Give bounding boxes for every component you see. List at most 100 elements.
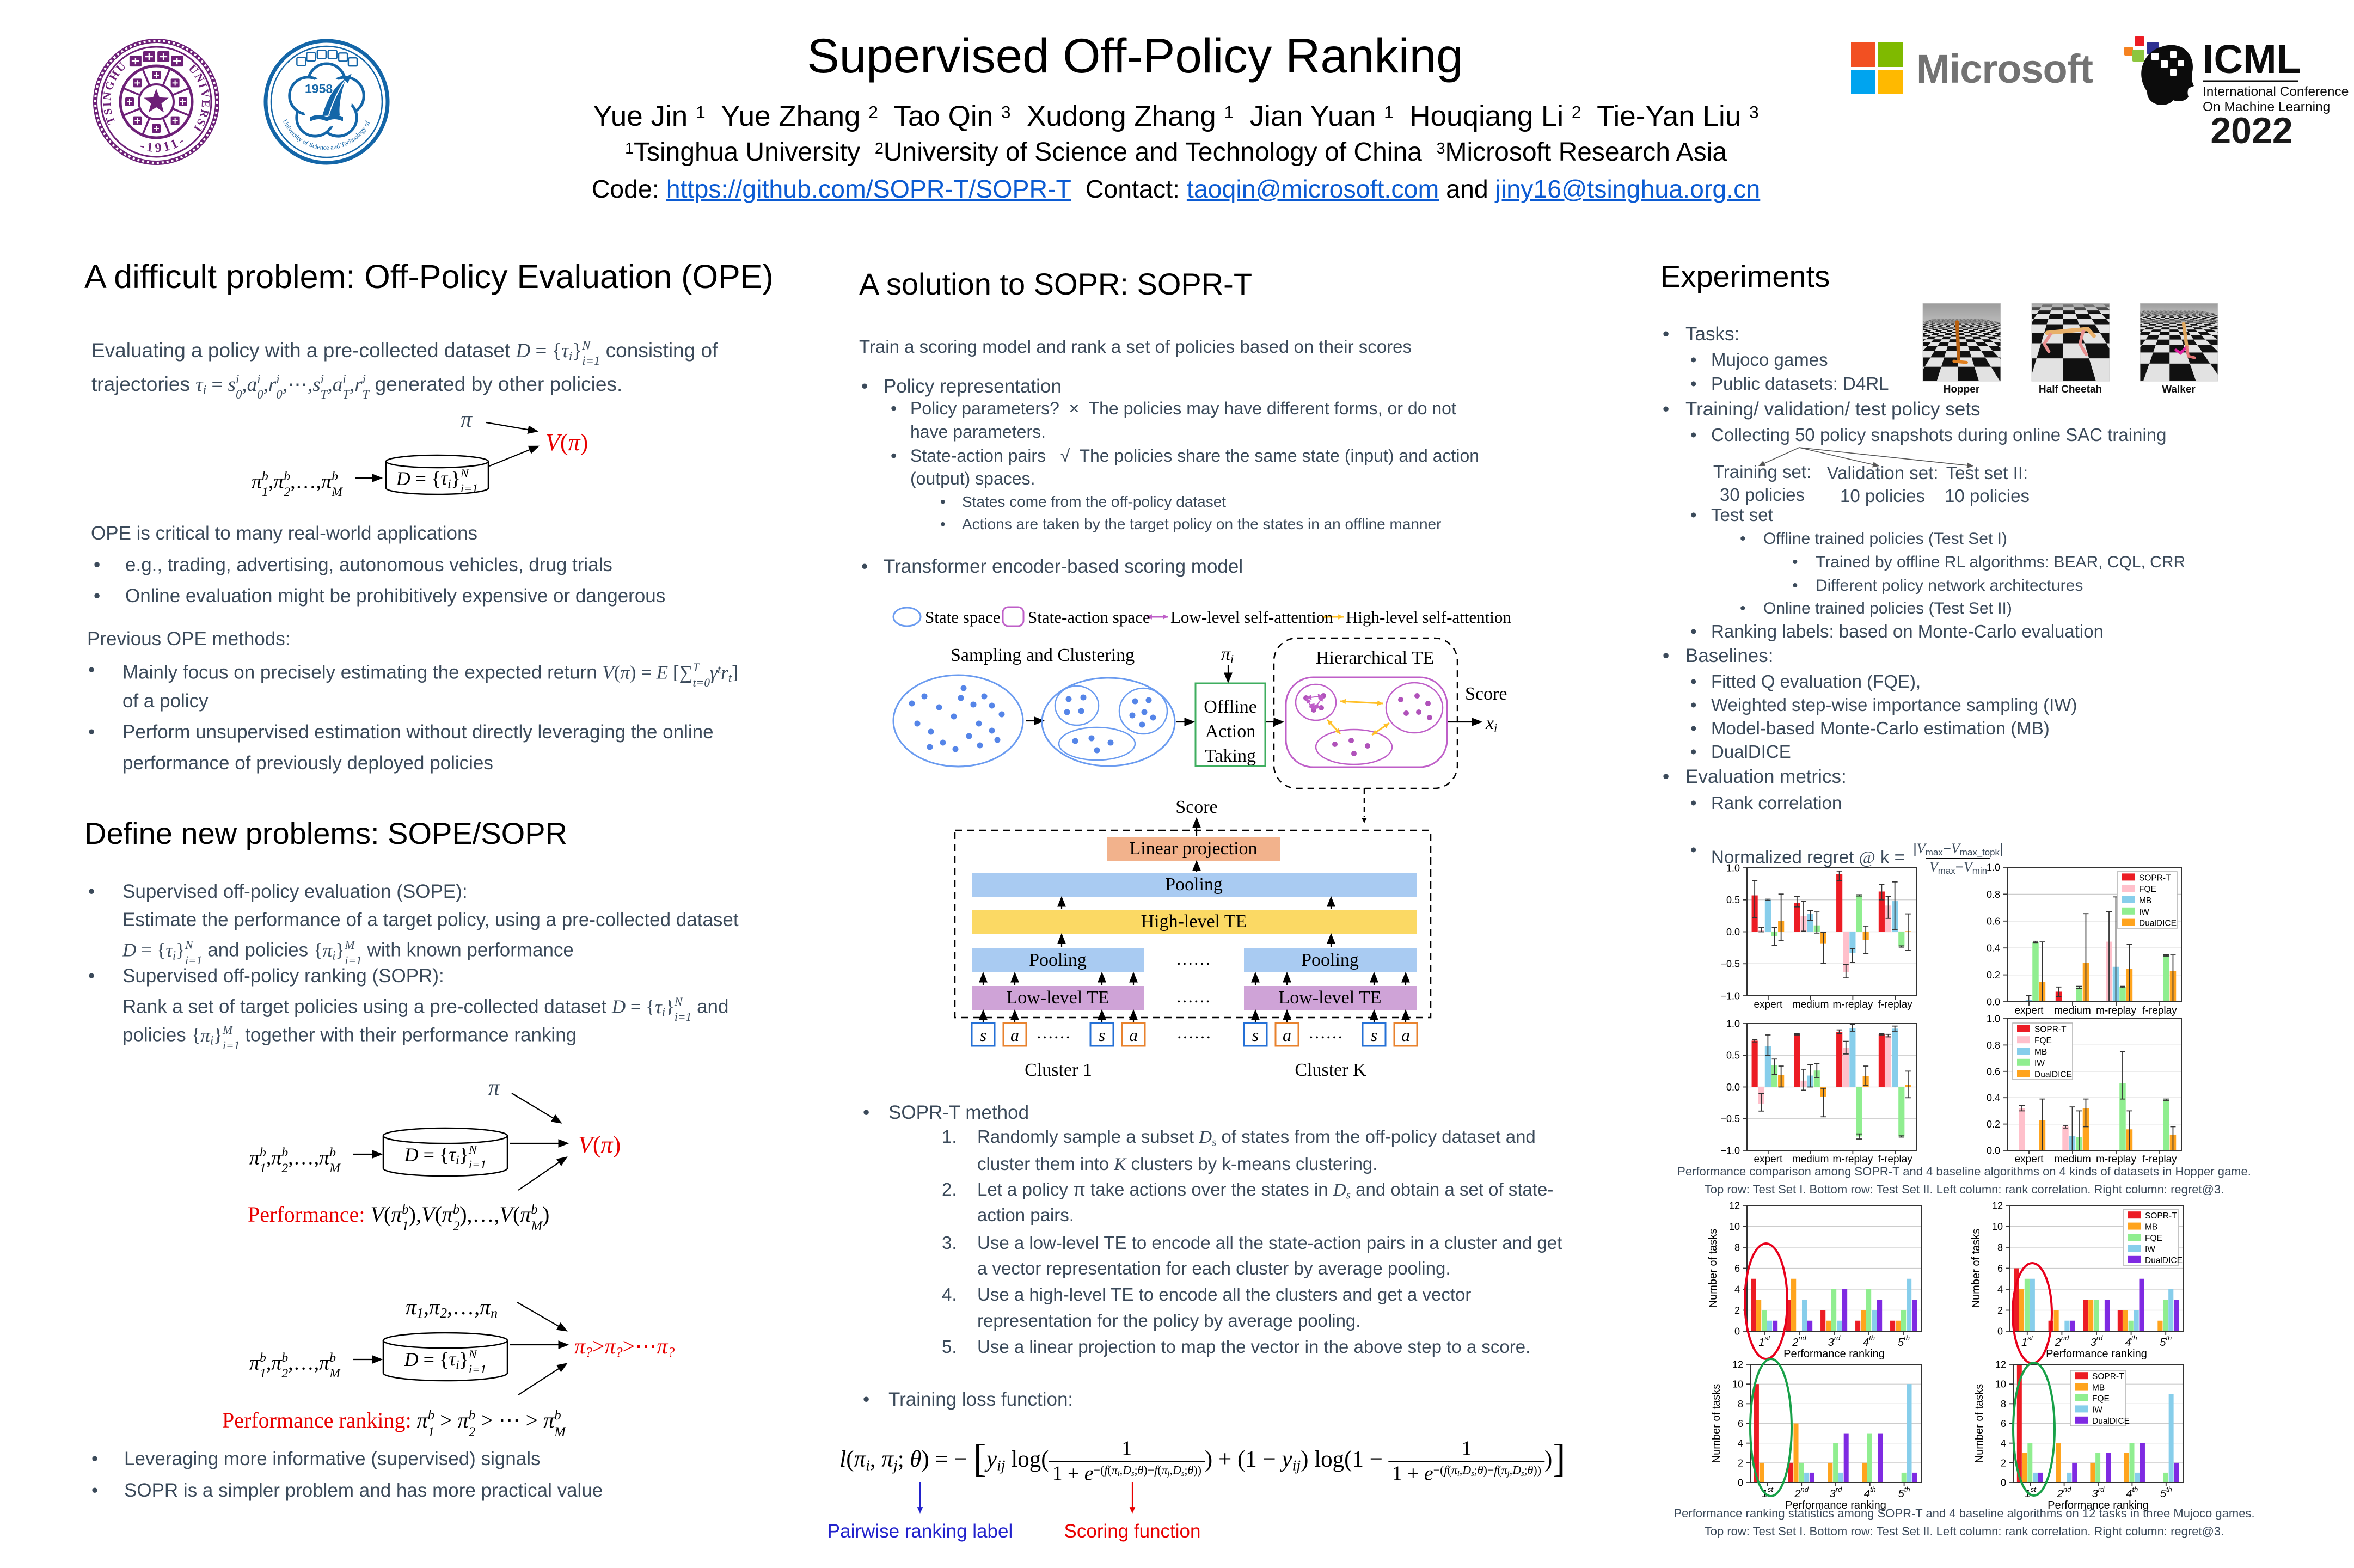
svg-text:−1.0: −1.0	[1720, 1145, 1740, 1156]
svg-text:0.0: 0.0	[1726, 1082, 1740, 1093]
svg-text:expert: expert	[2015, 1154, 2044, 1165]
svg-text:SOPR-T: SOPR-T	[2092, 1372, 2124, 1381]
svg-text:FQE: FQE	[2034, 1036, 2052, 1045]
svg-text:2nd: 2nd	[1794, 1485, 1809, 1500]
svg-text:Performance ranking: Performance ranking	[1783, 1348, 1885, 1360]
svg-text:12: 12	[1732, 1359, 1743, 1370]
svg-text:DualDICE: DualDICE	[2034, 1070, 2072, 1080]
svg-text:FQE: FQE	[2139, 885, 2156, 894]
svg-text:MB: MB	[2092, 1383, 2105, 1393]
svg-text:1958: 1958	[305, 82, 333, 96]
svg-text:f-replay: f-replay	[2142, 1154, 2177, 1165]
svg-text:SOPR-T: SOPR-T	[2139, 873, 2171, 883]
svg-text:−0.5: −0.5	[1720, 959, 1740, 970]
svg-text:8: 8	[1997, 1242, 2003, 1253]
svg-text:medium: medium	[2054, 1005, 2091, 1016]
svg-text:0.0: 0.0	[1987, 996, 2000, 1007]
svg-text:3rd: 3rd	[1830, 1485, 1842, 1500]
svg-text:1.0: 1.0	[1726, 1018, 1740, 1029]
svg-text:6: 6	[1734, 1263, 1740, 1274]
svg-text:6: 6	[1738, 1418, 1743, 1429]
svg-text:10: 10	[1729, 1221, 1740, 1232]
svg-text:0.8: 0.8	[1987, 889, 2000, 900]
svg-text:expert: expert	[1754, 999, 1783, 1010]
svg-text:0.2: 0.2	[1987, 970, 2000, 981]
svg-text:FQE: FQE	[2092, 1394, 2110, 1404]
svg-text:2: 2	[1997, 1305, 2003, 1316]
svg-text:10: 10	[1995, 1379, 2006, 1390]
svg-text:0.8: 0.8	[1987, 1040, 2000, 1051]
svg-text:8: 8	[2001, 1399, 2006, 1410]
svg-text:−1.0: −1.0	[1720, 990, 1740, 1001]
svg-text:5th: 5th	[2160, 1334, 2172, 1349]
svg-text:5th: 5th	[1898, 1485, 1910, 1500]
svg-text:1st: 1st	[1758, 1334, 1771, 1349]
svg-text:5th: 5th	[1898, 1334, 1910, 1349]
svg-text:MB: MB	[2145, 1223, 2157, 1232]
svg-text:12: 12	[1992, 1200, 2003, 1211]
svg-text:4th: 4th	[2125, 1334, 2137, 1349]
svg-text:4th: 4th	[1864, 1485, 1876, 1500]
svg-text:4: 4	[1997, 1284, 2003, 1295]
svg-text:3rd: 3rd	[2092, 1485, 2105, 1500]
svg-text:0.0: 0.0	[1726, 927, 1740, 938]
svg-text:4: 4	[1738, 1438, 1743, 1449]
svg-text:IW: IW	[2034, 1059, 2045, 1068]
svg-text:2: 2	[2001, 1457, 2006, 1468]
svg-text:0.0: 0.0	[1987, 1145, 2000, 1156]
svg-text:1.0: 1.0	[1987, 862, 2000, 873]
svg-text:0: 0	[2001, 1477, 2006, 1488]
svg-text:Performance ranking: Performance ranking	[1785, 1499, 1886, 1511]
svg-text:0: 0	[1997, 1326, 2003, 1337]
svg-text:SOPR-T: SOPR-T	[2145, 1211, 2177, 1221]
svg-text:10: 10	[1732, 1379, 1743, 1390]
svg-text:DualDICE: DualDICE	[2145, 1256, 2183, 1265]
svg-text:2: 2	[1738, 1457, 1743, 1468]
svg-text:3rd: 3rd	[1828, 1334, 1841, 1349]
svg-text:SOPR-T: SOPR-T	[2034, 1025, 2067, 1034]
svg-text:8: 8	[1738, 1399, 1743, 1410]
svg-text:12: 12	[1995, 1359, 2006, 1370]
svg-text:12: 12	[1729, 1200, 1740, 1211]
svg-text:expert: expert	[1754, 1154, 1783, 1165]
svg-text:medium: medium	[1792, 999, 1829, 1010]
svg-text:0.5: 0.5	[1726, 895, 1740, 905]
svg-text:Number of tasks: Number of tasks	[1973, 1384, 1985, 1463]
svg-text:0: 0	[1738, 1477, 1743, 1488]
svg-text:IW: IW	[2092, 1405, 2102, 1414]
svg-text:m-replay: m-replay	[1832, 999, 1873, 1010]
svg-text:5th: 5th	[2160, 1485, 2172, 1500]
svg-text:1.0: 1.0	[1726, 862, 1740, 873]
svg-text:10: 10	[1992, 1221, 2003, 1232]
svg-text:DualDICE: DualDICE	[2092, 1417, 2130, 1426]
svg-text:f-replay: f-replay	[1878, 999, 1912, 1010]
svg-text:2: 2	[1734, 1305, 1740, 1316]
svg-text:2nd: 2nd	[1792, 1334, 1806, 1349]
svg-text:4: 4	[2001, 1438, 2006, 1449]
svg-text:medium: medium	[2054, 1154, 2091, 1165]
svg-text:IW: IW	[2145, 1245, 2155, 1254]
svg-text:0.6: 0.6	[1987, 1066, 2000, 1077]
svg-text:0.4: 0.4	[1987, 1093, 2000, 1104]
svg-text:6: 6	[2001, 1418, 2006, 1429]
svg-text:f-replay: f-replay	[2142, 1005, 2177, 1016]
svg-text:m-replay: m-replay	[2096, 1154, 2136, 1165]
svg-text:0.5: 0.5	[1726, 1050, 1740, 1061]
svg-text:expert: expert	[2015, 1005, 2044, 1016]
svg-text:−0.5: −0.5	[1720, 1113, 1740, 1124]
svg-text:Number of tasks: Number of tasks	[1970, 1229, 1982, 1308]
svg-text:Number of tasks: Number of tasks	[1707, 1229, 1719, 1308]
svg-text:0.4: 0.4	[1987, 943, 2000, 954]
svg-text:Performance ranking: Performance ranking	[2046, 1348, 2147, 1360]
svg-text:4: 4	[1734, 1284, 1740, 1295]
svg-text:4th: 4th	[2126, 1485, 2138, 1500]
svg-text:DualDICE: DualDICE	[2139, 919, 2177, 928]
svg-text:4th: 4th	[1863, 1334, 1875, 1349]
svg-text:Number of tasks: Number of tasks	[1711, 1384, 1722, 1463]
svg-text:m-replay: m-replay	[1832, 1154, 1873, 1165]
svg-text:m-replay: m-replay	[2096, 1005, 2136, 1016]
svg-text:f-replay: f-replay	[1878, 1154, 1912, 1165]
svg-text:MB: MB	[2034, 1048, 2047, 1057]
svg-text:IW: IW	[2139, 908, 2149, 917]
svg-text:2nd: 2nd	[2057, 1485, 2071, 1500]
